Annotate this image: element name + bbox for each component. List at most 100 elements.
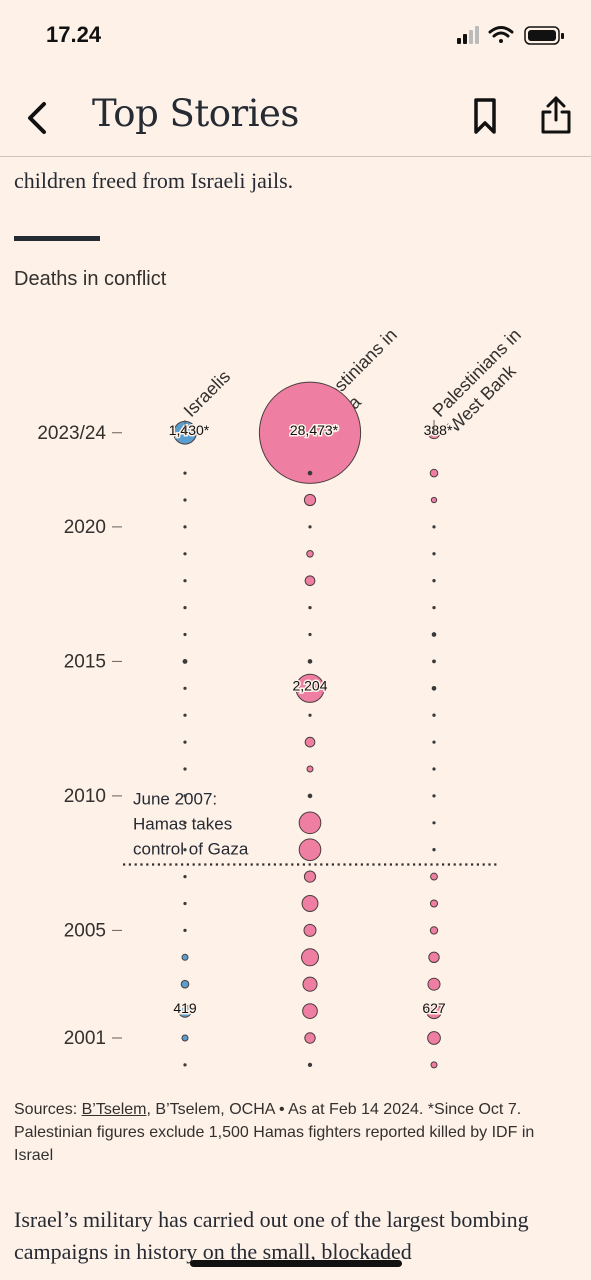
data-bubble — [295, 673, 325, 703]
data-bubble — [304, 736, 316, 748]
data-bubble — [301, 948, 319, 967]
data-bubble — [429, 899, 439, 908]
sources-rest: , B’Tselem, OCHA • As at Feb 14 2024. *S… — [14, 1101, 535, 1164]
data-label: 388* — [424, 422, 453, 438]
data-bubble — [304, 1032, 316, 1044]
data-bubble — [183, 632, 187, 637]
sources-prefix: Sources: — [14, 1101, 82, 1118]
data-bubble — [183, 794, 187, 798]
data-label: 627 — [422, 1000, 446, 1016]
data-bubble — [183, 525, 187, 529]
data-bubble — [183, 901, 187, 906]
data-bubble — [180, 979, 190, 989]
back-button[interactable] — [18, 98, 58, 138]
chart-heading: Deaths in conflict — [14, 268, 167, 290]
data-bubble — [183, 821, 187, 825]
status-icons — [457, 26, 564, 45]
wifi-icon — [488, 26, 514, 43]
data-bubble — [306, 765, 314, 773]
data-bubble — [298, 811, 322, 835]
data-bubble — [432, 552, 436, 556]
data-bubble — [308, 632, 312, 637]
data-label: 1,430* — [169, 422, 210, 438]
data-bubble — [183, 848, 187, 852]
data-bubble — [178, 1004, 192, 1018]
chart-sources: Sources: B’Tselem, B’Tselem, OCHA • As a… — [14, 1098, 574, 1167]
data-bubble — [183, 498, 187, 502]
annotation-text: Hamas takes — [133, 814, 232, 833]
data-bubble — [183, 579, 187, 583]
data-bubble — [306, 550, 314, 558]
data-bubble — [183, 767, 187, 771]
data-bubble — [301, 895, 319, 912]
battery-icon — [524, 26, 564, 45]
data-bubble — [307, 470, 313, 476]
y-tick-label: 2010 — [64, 786, 106, 807]
y-tick-label: 2015 — [64, 651, 106, 672]
chevron-left-icon — [28, 102, 46, 134]
home-indicator[interactable] — [190, 1260, 402, 1267]
data-bubble — [432, 848, 436, 852]
data-bubble — [182, 658, 188, 664]
data-bubble — [302, 976, 318, 992]
data-bubble — [432, 740, 436, 744]
data-bubble — [432, 821, 436, 825]
data-bubble — [430, 496, 438, 504]
share-button[interactable] — [536, 94, 576, 136]
article-body-text: Israel’s military has carried out one of… — [14, 1207, 529, 1264]
column-header-0: Israelis — [180, 366, 234, 420]
data-bubble — [183, 928, 187, 933]
data-bubble — [183, 1063, 187, 1067]
y-tick-label: 2005 — [64, 920, 106, 941]
data-bubble — [307, 793, 313, 799]
data-bubble — [432, 579, 436, 583]
data-bubble — [303, 493, 317, 507]
data-label: 28,473* — [290, 422, 339, 438]
annotation-text: control of Gaza — [133, 839, 249, 858]
data-bubble — [425, 1003, 443, 1020]
data-bubble — [181, 1034, 189, 1042]
y-tick-label: 2020 — [64, 517, 106, 538]
data-bubble — [308, 525, 312, 529]
section-divider — [14, 236, 100, 241]
data-bubble — [307, 659, 313, 664]
data-bubble — [183, 606, 187, 610]
data-bubble — [428, 951, 440, 963]
data-bubble — [432, 605, 436, 610]
data-bubble — [432, 713, 436, 717]
data-bubble — [183, 740, 187, 744]
data-bubble — [307, 1062, 313, 1068]
data-bubble — [431, 632, 437, 637]
page-title: Top Stories — [92, 92, 299, 135]
data-bubble — [183, 686, 187, 690]
y-tick-label: 2001 — [64, 1028, 106, 1049]
data-bubble — [303, 870, 317, 883]
data-bubble — [302, 1003, 318, 1019]
data-bubble — [427, 1031, 441, 1045]
data-bubble — [432, 767, 436, 771]
data-bubble — [432, 525, 436, 529]
data-bubble — [429, 926, 439, 935]
bookmark-icon — [474, 98, 496, 134]
bookmark-button[interactable] — [468, 96, 502, 136]
cellular-signal-icon — [457, 26, 479, 44]
data-bubble — [427, 977, 441, 991]
data-bubble — [304, 575, 316, 587]
status-bar: 17.24 — [0, 0, 591, 70]
data-bubble — [303, 923, 317, 937]
column-header-label: Israelis — [180, 366, 234, 420]
btselem-link[interactable]: B’Tselem — [81, 1101, 147, 1118]
data-bubble — [431, 685, 437, 691]
data-label: 2,204 — [292, 677, 327, 693]
data-bubble — [432, 659, 436, 664]
data-bubble — [308, 605, 312, 610]
data-bubble — [308, 713, 312, 717]
data-bubble — [298, 838, 322, 862]
y-tick-label: 2023/24 — [37, 423, 106, 444]
data-bubble — [183, 552, 187, 556]
nav-bar: Top Stories — [0, 84, 591, 157]
data-bubble — [183, 471, 187, 475]
status-time: 17.24 — [46, 22, 102, 47]
